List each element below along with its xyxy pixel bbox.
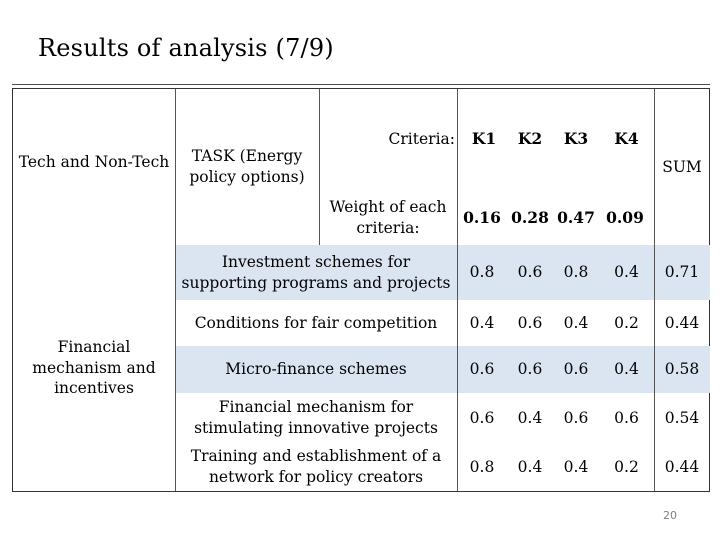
score-sum: 0.44 xyxy=(664,457,700,476)
criterion-k3: K3 xyxy=(563,128,589,148)
score-sum: 0.58 xyxy=(664,360,700,379)
task-cell: Investment schemes for supporting progra… xyxy=(181,252,451,292)
score-k3: 0.6 xyxy=(563,408,589,427)
score-k3: 0.8 xyxy=(563,263,589,282)
weight-k2: 0.28 xyxy=(511,207,549,227)
weight-k4: 0.09 xyxy=(606,207,644,227)
score-k1: 0.6 xyxy=(469,408,495,427)
task-cell: Financial mechanism for stimulating inno… xyxy=(194,398,438,437)
score-k4: 0.4 xyxy=(614,263,639,282)
score-k4: 0.6 xyxy=(614,408,639,427)
score-k2: 0.4 xyxy=(517,408,543,427)
row-shade-1 xyxy=(175,245,710,300)
score-sum: 0.71 xyxy=(664,263,700,282)
score-k1: 0.4 xyxy=(469,313,495,332)
slide-title: Results of analysis (7/9) xyxy=(38,34,334,62)
weight-header: Weight of each criteria: xyxy=(329,198,447,237)
weight-k3: 0.47 xyxy=(557,207,595,227)
results-table: Tech and Non-Tech TASK (Energy policy op… xyxy=(12,88,710,492)
grid-line xyxy=(319,89,320,245)
score-k4: 0.2 xyxy=(614,313,639,332)
title-divider xyxy=(12,84,710,85)
grid-line xyxy=(175,89,176,491)
task-cell: Training and establishment of a network … xyxy=(190,447,442,486)
score-k1: 0.8 xyxy=(469,457,495,476)
task-cell: Micro-finance schemes xyxy=(225,360,407,379)
grid-line xyxy=(457,89,458,491)
criterion-k4: K4 xyxy=(614,128,639,148)
score-k3: 0.6 xyxy=(563,360,589,379)
group-header: Tech and Non-Tech xyxy=(18,152,170,171)
score-k3: 0.4 xyxy=(563,457,589,476)
grid-line xyxy=(654,89,655,491)
score-k3: 0.4 xyxy=(563,313,589,332)
score-k2: 0.6 xyxy=(517,360,543,379)
score-sum: 0.44 xyxy=(664,313,700,332)
criterion-k2: K2 xyxy=(517,128,543,148)
criterion-k1: K1 xyxy=(471,128,497,148)
task-cell: Conditions for fair competition xyxy=(194,313,438,332)
group-name: Financial mechanism and incentives xyxy=(32,337,156,398)
score-k4: 0.4 xyxy=(614,360,639,379)
page-number: 20 xyxy=(663,509,677,522)
score-sum: 0.54 xyxy=(664,408,700,427)
score-k1: 0.8 xyxy=(469,263,495,282)
score-k2: 0.6 xyxy=(517,313,543,332)
score-k2: 0.4 xyxy=(517,457,543,476)
task-header: TASK (Energy policy options) xyxy=(189,147,305,186)
row-shade-3 xyxy=(175,346,710,393)
weight-k1: 0.16 xyxy=(463,207,501,227)
sum-header: SUM xyxy=(662,157,702,176)
criteria-header: Criteria: xyxy=(388,129,455,148)
score-k1: 0.6 xyxy=(469,360,495,379)
score-k4: 0.2 xyxy=(614,457,639,476)
score-k2: 0.6 xyxy=(517,263,543,282)
